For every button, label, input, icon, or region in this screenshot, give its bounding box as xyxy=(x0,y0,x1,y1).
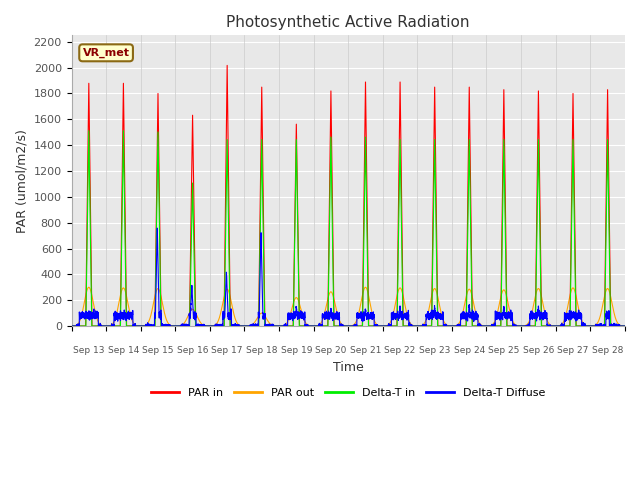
Legend: PAR in, PAR out, Delta-T in, Delta-T Diffuse: PAR in, PAR out, Delta-T in, Delta-T Dif… xyxy=(147,384,550,403)
Y-axis label: PAR (umol/m2/s): PAR (umol/m2/s) xyxy=(15,129,28,233)
Text: Sep 17: Sep 17 xyxy=(211,347,243,355)
Title: Photosynthetic Active Radiation: Photosynthetic Active Radiation xyxy=(227,15,470,30)
Text: Sep 27: Sep 27 xyxy=(557,347,589,355)
Text: Sep 22: Sep 22 xyxy=(385,347,415,355)
Text: Sep 24: Sep 24 xyxy=(454,347,485,355)
Text: Sep 18: Sep 18 xyxy=(246,347,278,355)
Text: Sep 14: Sep 14 xyxy=(108,347,139,355)
Text: Sep 19: Sep 19 xyxy=(280,347,312,355)
Text: VR_met: VR_met xyxy=(83,48,129,58)
X-axis label: Time: Time xyxy=(333,361,364,374)
Text: Sep 23: Sep 23 xyxy=(419,347,451,355)
Text: Sep 25: Sep 25 xyxy=(488,347,520,355)
Text: Sep 28: Sep 28 xyxy=(592,347,623,355)
Text: Sep 21: Sep 21 xyxy=(350,347,381,355)
Text: Sep 15: Sep 15 xyxy=(142,347,173,355)
Text: Sep 26: Sep 26 xyxy=(523,347,554,355)
Text: Sep 16: Sep 16 xyxy=(177,347,208,355)
Text: Sep 20: Sep 20 xyxy=(315,347,347,355)
Text: Sep 13: Sep 13 xyxy=(73,347,104,355)
